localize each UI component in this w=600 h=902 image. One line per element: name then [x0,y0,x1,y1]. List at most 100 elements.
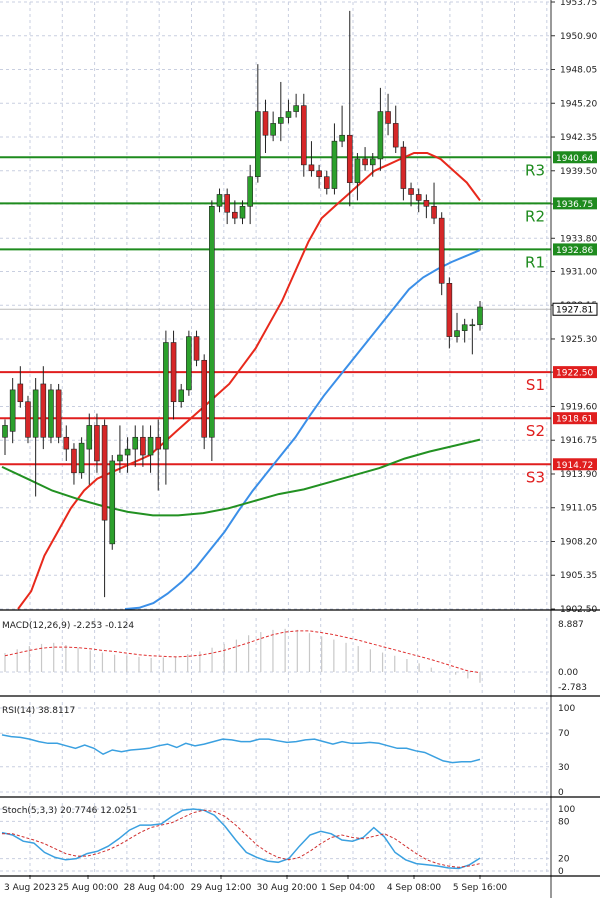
candle [461,318,468,343]
candle [2,419,8,456]
candle [377,87,384,171]
candle-body [354,158,361,183]
level-tag-bg [553,412,597,425]
candle [423,194,430,219]
candle-body [270,123,276,136]
ma-mid-line [124,249,481,610]
price-tick-label: 1905.35 [560,571,597,581]
candle-body [239,206,246,219]
price-tick-label: 1942.35 [560,133,597,143]
candle [201,354,207,450]
candle-body [469,324,476,327]
stoch-tick-label: 0 [558,867,564,877]
candle [477,301,483,331]
candle-body [331,140,338,189]
candle-body [461,324,468,331]
candle-body [117,454,123,462]
candle-body [232,211,238,219]
pivot-levels: R3 R2 R1 S1 S2 S3 [0,156,551,486]
candle-body [209,206,215,438]
candle-body [40,383,47,438]
stoch-tick-label: 80 [558,817,570,827]
candle-body [423,200,430,207]
rsi-tick-label: 100 [558,704,575,714]
candle [209,200,215,461]
rsi-tick-label: 70 [558,729,570,739]
current-price-tag: 1927.81 [556,306,593,316]
candle-body [446,282,453,337]
level-tag-bg [553,197,597,210]
price-tick-label: 1925.30 [560,335,597,345]
stoch-label: Stoch(5,3,3) 20.7746 12.0251 [2,806,137,816]
candle-body [377,111,384,160]
candle [408,182,414,207]
macd-label: MACD(12,26,9) -2.253 -0.124 [2,621,134,631]
candle [285,99,292,124]
candle [469,318,476,355]
price-tick-label: 1931.00 [560,267,597,277]
candle [163,330,169,485]
candle-body [285,111,292,118]
candle-body [346,134,353,183]
candle [71,443,77,485]
time-tick-label: 5 Sep 16:00 [453,883,508,893]
macd-tick-label: 8.887 [558,620,584,630]
candle-body [454,330,460,337]
candle [109,455,116,550]
rsi-line [1,734,481,764]
macd-tick-label: 0.00 [558,668,578,678]
level-name-s2: S2 [526,422,545,440]
candle [262,99,269,154]
candle [369,153,376,177]
candle-body [400,146,407,189]
candle [392,105,399,154]
candle-body [193,336,200,361]
level-tag-label: 1936.75 [556,200,593,210]
candle-body [124,448,131,456]
time-tick-label: 30 Aug 20:00 [257,883,318,893]
candle [300,93,307,177]
candle-body [216,194,223,207]
candle-body [71,448,77,474]
level-name-r1: R1 [525,253,545,271]
level-tag-label: 1914.72 [556,461,593,471]
stoch-pane: Stoch(5,3,3) 20.7746 12.0251 100 80 20 0 [1,805,575,877]
candle [400,141,407,201]
candle [147,425,154,473]
level-tag-label: 1922.50 [556,369,593,379]
candle-body [431,206,437,219]
candle-body [392,123,399,148]
candle-body [247,176,253,207]
candles [2,10,483,598]
candle-body [369,158,376,166]
candle-body [140,436,146,456]
candle [86,413,93,485]
candle-body [224,194,230,213]
candle-body [415,194,422,201]
candle [17,366,24,408]
candle-body [408,188,414,195]
candle-body [186,336,192,391]
level-tag-bg [553,458,597,471]
candle [9,378,16,444]
candle [170,330,177,420]
candle [48,383,54,444]
candle-body [293,105,299,112]
candle [316,164,322,189]
candle-body [323,176,330,189]
level-tag-bg [553,151,597,164]
rsi-label: RSI(14) 38.8117 [2,706,75,716]
level-name-s3: S3 [526,468,545,486]
level-tag-bg [553,366,597,379]
candle-body [201,359,207,438]
macd-tick-label: -2.783 [558,683,587,693]
candle-body [63,436,70,450]
price-tick-label: 1916.75 [560,436,597,446]
candle-body [308,164,315,172]
level-tag-label: 1918.61 [556,415,593,425]
level-tag-label: 1940.64 [556,154,593,164]
candle [94,413,100,473]
candle-body [316,170,322,177]
candle [339,105,345,148]
